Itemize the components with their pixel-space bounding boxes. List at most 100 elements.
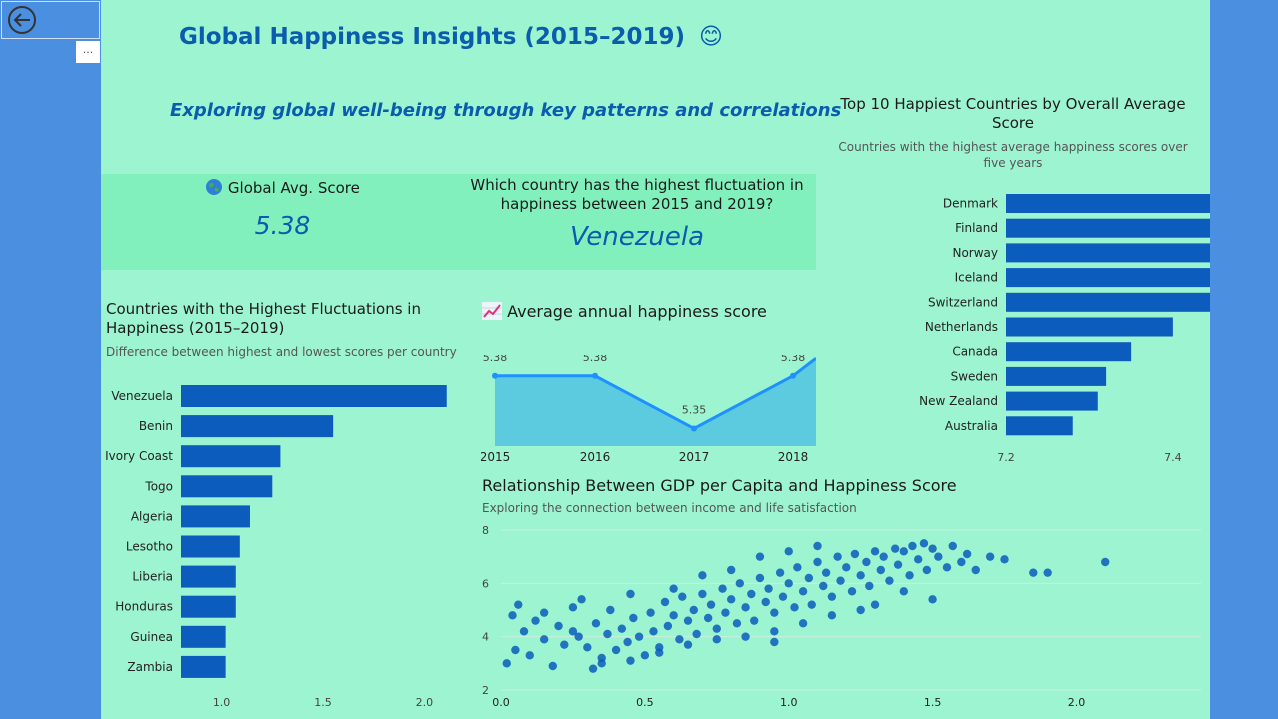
- fluct-category-label: Guinea: [130, 630, 173, 644]
- annual-x-tick-label: 2015: [481, 450, 510, 464]
- scatter-point: [683, 616, 693, 625]
- fluct-bar-chart[interactable]: Venezuela Benin Ivory Coast Togo Algeria Leso…: [101, 378, 471, 713]
- scatter-point: [750, 616, 759, 625]
- scatter-x-tick-label: 1.5: [924, 696, 942, 709]
- scatter-point: [588, 664, 598, 673]
- annual-point: [691, 425, 697, 432]
- fluct-category-label: Liberia: [132, 570, 173, 584]
- scatter-point: [770, 608, 779, 617]
- scatter-point: [726, 565, 736, 575]
- kpi-fluctuation-answer: Venezuela: [569, 222, 704, 252]
- fluct-bar: [181, 445, 281, 468]
- scatter-point: [948, 541, 957, 551]
- scatter-point: [712, 624, 721, 633]
- scatter-x-tick-label: 0.0: [492, 696, 510, 709]
- scatter-point: [850, 549, 860, 559]
- top10-chart-subtitle: Countries with the highest average happi…: [838, 140, 1188, 170]
- fluct-bar: [181, 595, 236, 618]
- scatter-point: [942, 563, 952, 572]
- fluct-category-label: Togo: [144, 479, 173, 493]
- fluct-category-label: Venezuela: [111, 389, 173, 403]
- top10-category-label: Netherlands: [925, 320, 998, 334]
- scatter-point: [514, 600, 523, 609]
- annual-point: [790, 372, 796, 379]
- scatter-point: [1101, 557, 1110, 567]
- top10-category-label: Australia: [945, 419, 998, 433]
- scatter-point: [919, 539, 929, 548]
- top10-x-tick-label: 7.4: [1164, 451, 1182, 464]
- scatter-point: [502, 659, 511, 668]
- scatter-point: [721, 608, 730, 617]
- fluct-category-label: Honduras: [115, 600, 173, 614]
- fluct-bar: [181, 415, 334, 438]
- scatter-point: [626, 656, 635, 665]
- kpi-global-card[interactable]: Global Avg. Score 5.38: [201, 176, 364, 266]
- scatter-point: [876, 565, 885, 575]
- scatter-point: [899, 587, 909, 596]
- scatter-point: [836, 576, 845, 585]
- scatter-point: [597, 659, 606, 668]
- top10-category-label: Sweden: [951, 369, 998, 383]
- scatter-point: [755, 552, 765, 561]
- scatter-chart-header: Relationship Between GDP per Capita and …: [482, 476, 1082, 516]
- scatter-point: [819, 581, 828, 591]
- fluct-bar: [181, 535, 240, 558]
- scatter-point: [519, 627, 529, 636]
- annual-area-chart[interactable]: 5.38 2015 5.38 2016 5.35 2017 5.38 2018: [481, 355, 816, 467]
- scatter-point: [770, 637, 779, 647]
- page-subtitle: Exploring global well-being through key …: [170, 100, 842, 121]
- kpi-fluctuation-card[interactable]: Which country has the highest fluctuatio…: [467, 176, 807, 266]
- scatter-point: [957, 557, 966, 567]
- top10-bar: [1006, 292, 1210, 312]
- line-chart-title-text: Average annual happiness score: [507, 302, 767, 321]
- scatter-point: [914, 555, 923, 564]
- arrow-left-circle-icon: [8, 6, 36, 34]
- kpi-global-label: Global Avg. Score: [201, 178, 364, 197]
- top10-category-label: New Zealand: [919, 394, 998, 408]
- scatter-point: [646, 608, 655, 617]
- scatter-point: [813, 557, 822, 567]
- scatter-point: [807, 600, 816, 609]
- scatter-point: [741, 603, 750, 612]
- scatter-point: [560, 640, 569, 649]
- scatter-point: [865, 581, 874, 591]
- scatter-point: [793, 563, 802, 572]
- scatter-point: [813, 541, 822, 551]
- kpi-global-label-text: Global Avg. Score: [227, 179, 360, 197]
- scatter-point: [626, 589, 635, 599]
- back-button[interactable]: [1, 1, 100, 39]
- scatter-point: [583, 643, 592, 652]
- scatter-point: [971, 565, 980, 575]
- fluct-bar: [181, 625, 226, 648]
- left-side-panel: [0, 0, 101, 719]
- scatter-point: [775, 568, 785, 577]
- scatter-y-tick-label: 6: [482, 577, 489, 590]
- report-canvas: Global Happiness Insights (2015–2019) 😊 …: [101, 0, 1210, 719]
- more-options-button[interactable]: ···: [76, 41, 100, 63]
- annual-point: [592, 372, 598, 379]
- fluct-chart-header: Countries with the Highest Fluctuations …: [106, 300, 466, 360]
- gdp-scatter-chart[interactable]: 8 6 4 20.0 0.5 1.0 1.5 2.0: [471, 520, 1206, 716]
- top10-bar: [1006, 317, 1173, 337]
- scatter-point: [798, 587, 808, 596]
- scatter-point: [1000, 555, 1009, 564]
- top10-category-label: Finland: [955, 221, 998, 235]
- scatter-point: [539, 608, 549, 617]
- scatter-point: [905, 571, 914, 580]
- annual-x-tick-label: 2017: [679, 450, 710, 464]
- top10-bar-chart[interactable]: Denmark Finland Norway Iceland Switzerland Ne…: [801, 188, 1210, 473]
- scatter-point: [842, 563, 851, 572]
- scatter-point: [798, 619, 808, 628]
- scatter-point: [655, 648, 664, 657]
- scatter-point: [833, 552, 842, 561]
- scatter-point: [568, 603, 578, 612]
- kpi-global-value: 5.38: [254, 211, 311, 240]
- scatter-point: [718, 584, 727, 593]
- scatter-x-tick-label: 2.0: [1068, 696, 1086, 709]
- top10-bar: [1006, 218, 1210, 238]
- scatter-point: [692, 629, 701, 639]
- scatter-point: [698, 571, 707, 580]
- scatter-chart-subtitle: Exploring the connection between income …: [482, 501, 857, 515]
- line-chart-header: Average annual happiness score: [482, 302, 812, 321]
- annual-data-label: 5.38: [583, 355, 608, 364]
